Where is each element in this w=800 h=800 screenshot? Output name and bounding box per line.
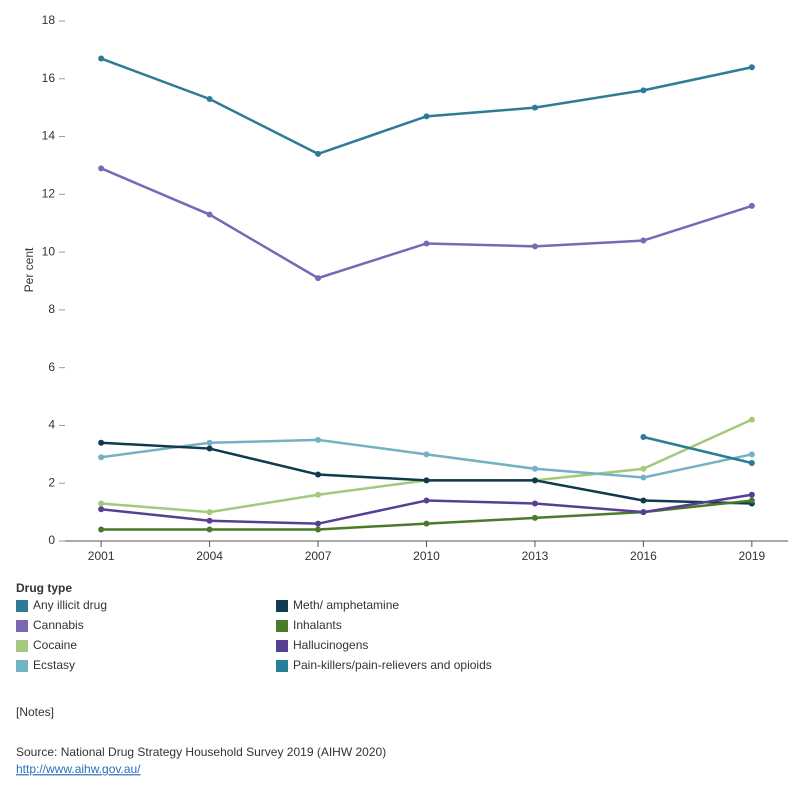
x-tick-label: 2007 [305,549,332,563]
data-point [98,526,105,533]
legend-label[interactable]: Ecstasy [33,658,75,672]
data-point [315,150,322,157]
x-tick-label: 2004 [196,549,223,563]
data-point [748,416,755,423]
y-tick-label: 0 [48,533,55,547]
data-point [640,237,647,244]
y-tick-label: 2 [48,475,55,489]
data-point [315,471,322,478]
data-point [315,275,322,282]
x-tick-label: 2019 [738,549,765,563]
data-point [748,64,755,71]
legend-swatch[interactable] [276,600,288,612]
data-point [640,465,647,472]
data-point [531,500,538,507]
data-point [98,165,105,172]
x-tick-label: 2013 [522,549,549,563]
data-point [206,526,213,533]
data-point [423,240,430,247]
data-point [748,460,755,466]
series-line [100,167,753,280]
data-point [531,104,538,111]
y-tick-label: 14 [42,129,56,143]
data-point [98,506,105,513]
legend-swatch[interactable] [16,640,28,652]
series-line [100,438,753,479]
legend-swatch[interactable] [16,600,28,612]
legend-label[interactable]: Meth/ amphetamine [293,598,399,612]
legend-swatch[interactable] [276,620,288,632]
data-point [98,500,105,507]
data-point [315,520,322,527]
data-point [206,517,213,524]
legend-swatch[interactable] [276,660,288,672]
data-point [748,491,755,498]
data-point [206,211,213,218]
data-point [748,451,755,458]
legend-label[interactable]: Any illicit drug [33,598,107,612]
legend-label[interactable]: Hallucinogens [293,638,368,652]
data-point [423,520,430,527]
y-axis-label: Per cent [22,247,36,292]
series-line [100,57,753,156]
series-line [643,435,753,465]
data-point [531,243,538,250]
data-point [423,113,430,120]
legend-swatch[interactable] [276,640,288,652]
source: Source: National Drug Strategy Household… [16,745,386,759]
y-tick-label: 12 [42,187,56,201]
y-tick-label: 8 [48,302,55,316]
data-point [640,497,647,504]
data-point [206,445,213,452]
y-tick-label: 18 [42,13,56,27]
legend-label[interactable]: Cannabis [33,618,84,632]
data-point [423,477,430,484]
x-tick-label: 2001 [88,549,115,563]
legend-title: Drug type [16,581,72,595]
data-point [423,451,430,458]
data-point [640,509,647,516]
data-point [315,491,322,498]
legend-swatch[interactable] [16,620,28,632]
data-point [531,514,538,521]
data-point [640,474,647,481]
notes[interactable]: [Notes] [16,705,54,719]
legend-swatch[interactable] [16,660,28,672]
data-point [748,497,755,504]
data-point [98,55,105,62]
source-link[interactable]: http://www.aihw.gov.au/ [16,762,141,776]
data-point [98,454,105,461]
data-point [206,509,213,516]
legend-label[interactable]: Pain-killers/pain-relievers and opioids [293,658,492,672]
data-point [640,87,647,94]
data-point [98,439,105,446]
data-point [531,465,538,472]
x-tick-label: 2016 [630,549,657,563]
data-point [748,202,755,209]
y-tick-label: 4 [48,418,55,432]
x-tick-label: 2010 [413,549,440,563]
data-point [206,96,213,102]
data-point [315,526,322,533]
data-point [423,497,430,504]
y-tick-label: 16 [42,71,56,85]
y-tick-label: 10 [42,244,56,258]
legend-label[interactable]: Inhalants [293,618,342,632]
data-point [206,439,213,446]
data-point [315,436,322,443]
legend-label[interactable]: Cocaine [33,638,77,652]
data-point [640,434,647,440]
y-tick-label: 6 [48,360,55,374]
data-point [531,477,538,484]
